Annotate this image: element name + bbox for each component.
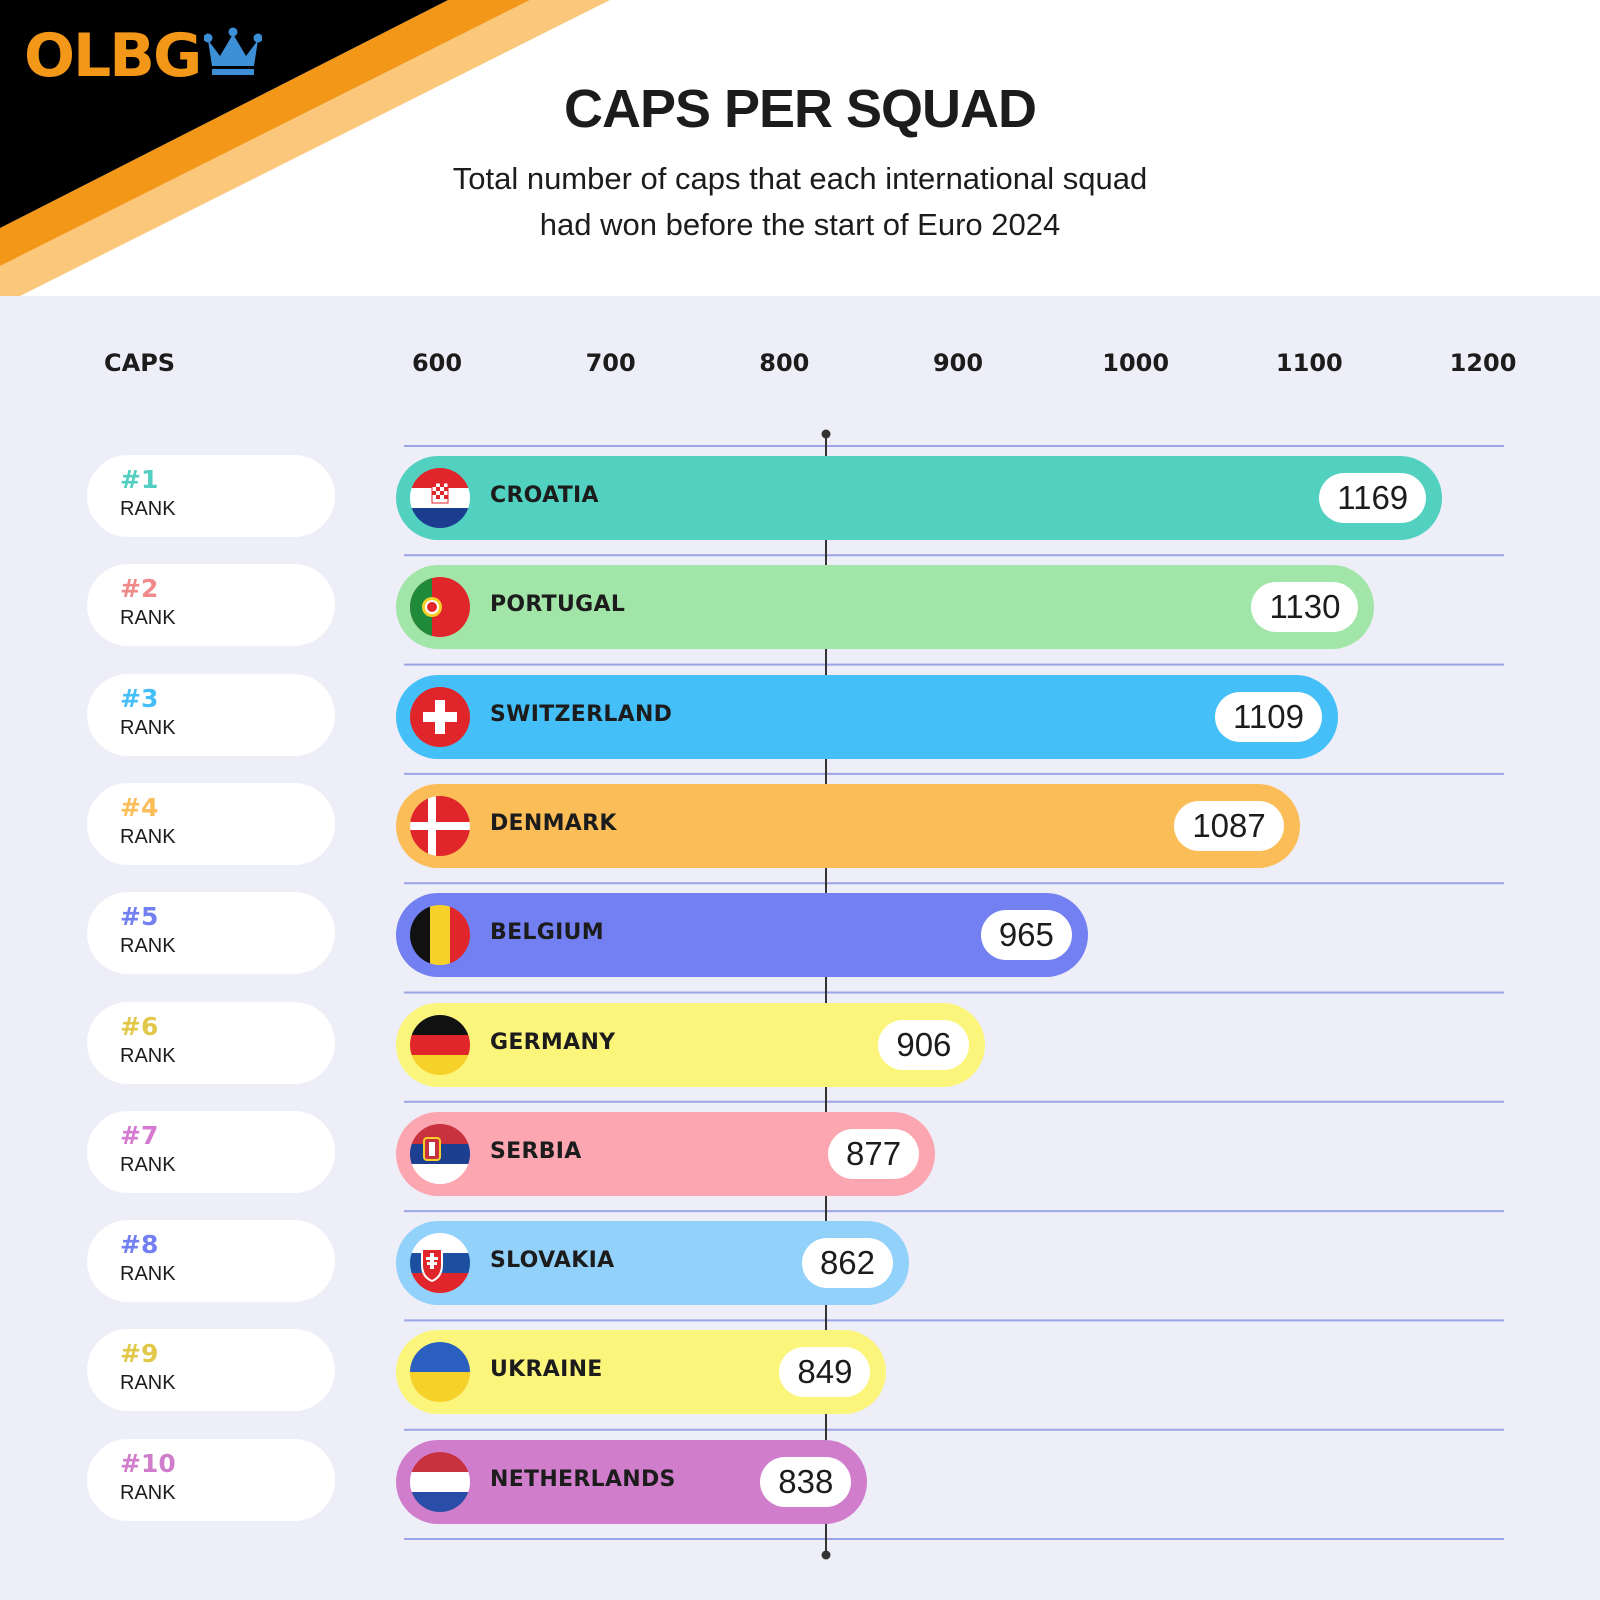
bar-croatia: CROATIA 1169 — [396, 456, 1443, 540]
bar-slovakia: SLOVAKIA 862 — [396, 1221, 909, 1306]
value-label: 1087 — [1174, 800, 1284, 851]
chart-title: CAPS PER SQUAD — [563, 79, 1037, 139]
netherlands-flag-icon — [410, 1451, 470, 1512]
rank-pill-switzerland: #3 RANK — [87, 673, 335, 756]
bar-portugal: PORTUGAL 1130 — [396, 565, 1375, 650]
tick-label-700: 700 — [585, 349, 636, 377]
rank-number: #6 — [120, 1011, 159, 1041]
tick-label-600: 600 — [411, 349, 463, 377]
rank-number: #3 — [120, 683, 159, 713]
rank-pill-denmark: #4 RANK — [87, 782, 335, 865]
rank-word: RANK — [120, 1263, 176, 1286]
slovakia-flag-icon — [410, 1233, 470, 1294]
tick-label-800: 800 — [759, 349, 810, 377]
axis-title: CAPS — [104, 349, 176, 377]
germany-flag-icon — [410, 1014, 470, 1075]
rank-pill-slovakia: #8 RANK — [87, 1220, 335, 1303]
logo-text: OLBG — [24, 21, 202, 91]
crown-icon — [203, 26, 263, 81]
value-label: 906 — [878, 1019, 970, 1070]
bar-serbia: SERBIA 877 — [396, 1111, 936, 1196]
rank-word: RANK — [120, 716, 176, 739]
country-label: PORTUGAL — [490, 592, 626, 618]
rank-word: RANK — [120, 1044, 176, 1067]
rank-pill-belgium: #5 RANK — [87, 892, 335, 975]
rank-pill-germany: #6 RANK — [87, 1001, 335, 1084]
rank-word: RANK — [120, 607, 176, 630]
tick-label-1100: 1100 — [1275, 349, 1343, 377]
rank-pill-ukraine: #9 RANK — [87, 1329, 335, 1412]
rank-pill-croatia: #1 RANK — [87, 455, 335, 537]
bar-ukraine: UKRAINE 849 — [396, 1330, 887, 1415]
reference-line-top-dot — [821, 429, 831, 439]
olbg-logo: OLBG — [24, 16, 263, 96]
value-label: 838 — [760, 1456, 852, 1507]
bar-denmark: DENMARK 1087 — [396, 783, 1300, 868]
subtitle-line-2: had won before the start of Euro 2024 — [539, 207, 1061, 242]
bar-netherlands: NETHERLANDS 838 — [396, 1439, 868, 1524]
portugal-flag-icon — [410, 577, 470, 638]
belgium-flag-icon — [410, 905, 470, 966]
subtitle-line-1: Total number of caps that each internati… — [452, 161, 1148, 196]
country-label: BELGIUM — [490, 920, 604, 946]
rank-word: RANK — [120, 498, 176, 520]
rank-number: #1 — [120, 465, 159, 494]
value-label: 849 — [779, 1347, 871, 1398]
country-label: GERMANY — [490, 1029, 616, 1055]
value-label: 1109 — [1214, 691, 1322, 742]
denmark-flag-icon — [410, 795, 470, 856]
rank-word: RANK — [120, 825, 176, 848]
country-label: CROATIA — [490, 483, 599, 508]
rank-number: #8 — [120, 1230, 159, 1260]
header-stripe-decoration — [0, 0, 610, 300]
country-label: DENMARK — [490, 810, 617, 836]
tick-label-1000: 1000 — [1102, 349, 1170, 377]
serbia-flag-icon — [410, 1123, 470, 1184]
value-label: 1169 — [1319, 473, 1427, 523]
rank-number: #7 — [120, 1120, 159, 1150]
stripe-orange — [0, 0, 530, 266]
rank-word: RANK — [120, 1372, 176, 1395]
rank-word: RANK — [120, 1481, 176, 1504]
chart-subtitle: Total number of caps that each internati… — [400, 156, 1200, 248]
rank-number: #9 — [120, 1339, 159, 1369]
country-label: SLOVAKIA — [490, 1248, 615, 1274]
rank-pill-portugal: #2 RANK — [87, 564, 335, 647]
tick-label-900: 900 — [932, 349, 984, 377]
bar-switzerland: SWITZERLAND 1109 — [396, 674, 1338, 759]
rank-pill-serbia: #7 RANK — [87, 1110, 335, 1193]
reference-line-bottom-dot — [821, 1550, 831, 1560]
rank-number: #4 — [120, 792, 159, 822]
ukraine-flag-icon — [410, 1342, 470, 1403]
value-label: 1130 — [1251, 582, 1359, 633]
value-label: 965 — [980, 910, 1072, 961]
tick-label-1200: 1200 — [1449, 349, 1517, 377]
rank-word: RANK — [120, 1153, 176, 1176]
value-label: 877 — [827, 1128, 920, 1179]
bar-germany: GERMANY 906 — [396, 1002, 986, 1087]
rank-number: #5 — [120, 902, 159, 932]
country-label: SERBIA — [490, 1138, 582, 1164]
switzerland-flag-icon — [410, 686, 470, 747]
bar-belgium: BELGIUM 965 — [396, 893, 1088, 978]
rank-pill-netherlands: #10 RANK — [87, 1438, 335, 1521]
stripe-black — [0, 0, 448, 228]
country-label: SWITZERLAND — [490, 701, 673, 727]
rank-number: #10 — [120, 1448, 176, 1478]
rank-number: #2 — [120, 574, 159, 604]
stripe-light-orange — [0, 0, 610, 300]
croatia-flag-icon — [410, 468, 470, 528]
value-label: 862 — [801, 1238, 893, 1289]
rank-word: RANK — [120, 935, 176, 958]
country-label: UKRAINE — [490, 1357, 603, 1383]
country-label: NETHERLANDS — [490, 1466, 676, 1492]
